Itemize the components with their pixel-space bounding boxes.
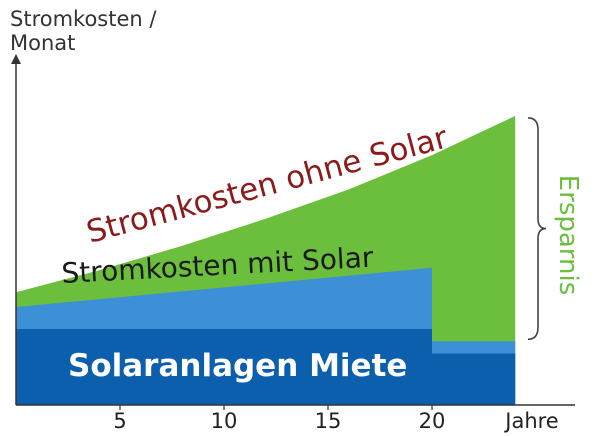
ersparnis-brace xyxy=(527,117,547,341)
x-tick-label: 5 xyxy=(113,409,126,433)
label-solaranlagen-miete: Solaranlagen Miete xyxy=(68,348,407,384)
y-axis-label: Stromkosten / xyxy=(10,7,157,31)
x-tick-label: 15 xyxy=(315,409,342,433)
x-axis-label: Jahre xyxy=(503,409,558,433)
x-tick-label: 10 xyxy=(211,409,238,433)
label-ersparnis: Ersparnis xyxy=(553,175,583,296)
y-axis-arrow xyxy=(11,54,21,64)
area-solaranlagen-miete xyxy=(16,329,516,405)
x-tick-label: 20 xyxy=(419,409,446,433)
y-axis-label: Monat xyxy=(10,31,75,55)
